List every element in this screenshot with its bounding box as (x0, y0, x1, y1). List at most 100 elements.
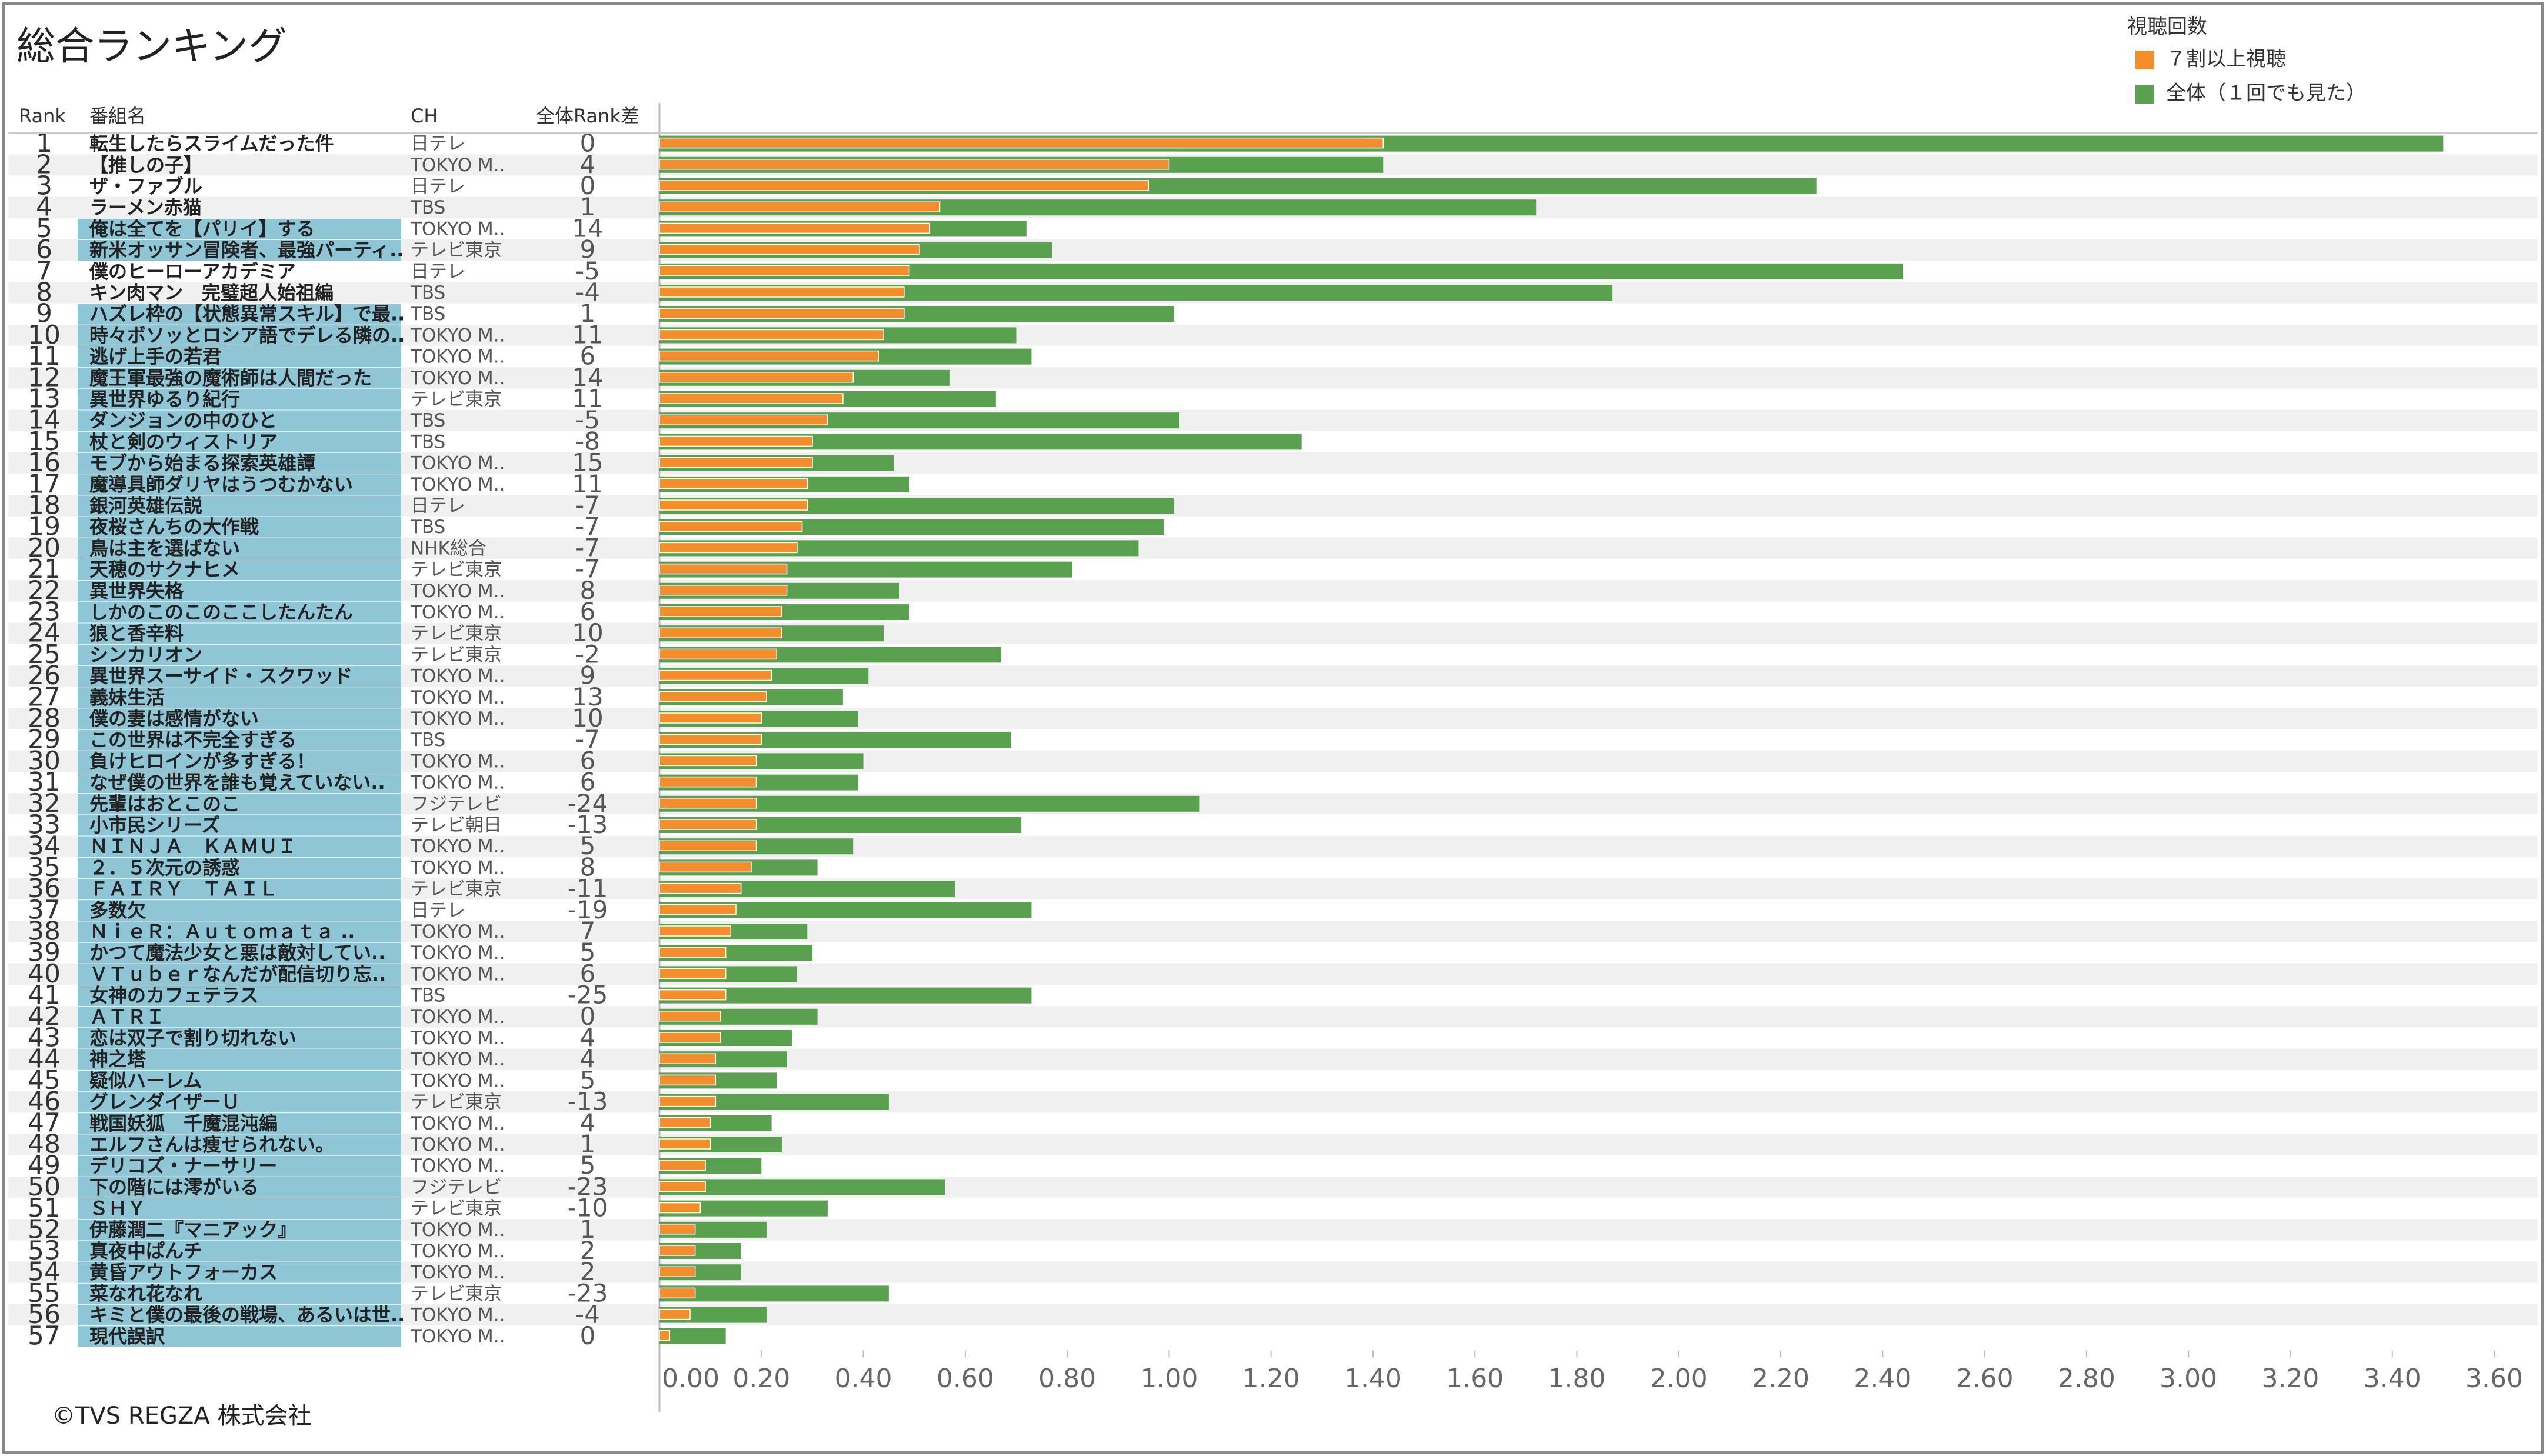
rank: 13 (28, 384, 61, 414)
bar (659, 414, 828, 425)
rank: 3 (36, 171, 52, 201)
rank-diff: -23 (568, 1172, 608, 1201)
channel: TOKYO M.. (410, 325, 505, 346)
bar (659, 1179, 945, 1195)
bar (659, 861, 752, 873)
channel: TBS (410, 985, 445, 1007)
channel: TBS (410, 729, 445, 751)
program-name: キミと僕の最後の戦場、あるいは世.. (89, 1304, 405, 1326)
channel: TOKYO M.. (410, 602, 505, 623)
channel: テレビ東京 (411, 623, 502, 644)
rank: 14 (28, 405, 61, 435)
legend-title: 視聴回数 (2127, 15, 2207, 39)
bar (659, 159, 1170, 170)
program-name: ＮＩＮＪＡ ＫＡＭＵＩ (89, 835, 296, 858)
row-band (8, 835, 2538, 857)
channel: TOKYO M.. (410, 581, 505, 602)
bar (659, 669, 772, 681)
x-tick-label: 3.60 (2465, 1364, 2523, 1394)
row-band (8, 1006, 2538, 1028)
row-highlight (78, 453, 401, 474)
rank: 51 (28, 1193, 61, 1223)
program-name: ラーメン赤猫 (89, 196, 202, 219)
program-name: 多数欠 (89, 899, 146, 921)
row-highlight (78, 581, 401, 602)
rank-diff: 1 (580, 1215, 596, 1244)
row-highlight (78, 772, 401, 794)
channel: テレビ東京 (411, 559, 502, 581)
rank: 47 (28, 1108, 61, 1138)
row-band (8, 750, 2538, 772)
program-name: 戦国妖狐 千魔混沌編 (89, 1112, 278, 1134)
rank-diff: -7 (575, 555, 600, 584)
row-highlight (78, 1283, 401, 1304)
rank: 20 (28, 533, 61, 563)
bar (659, 478, 808, 489)
x-tick-label: 1.80 (1548, 1364, 1606, 1394)
copyright: ©TVS REGZA 株式会社 (52, 1402, 311, 1430)
row-band (8, 367, 2538, 389)
row-highlight (78, 666, 401, 687)
row-highlight (78, 644, 401, 665)
rank: 18 (28, 491, 61, 521)
row-highlight (78, 1177, 401, 1198)
row-highlight (78, 559, 401, 581)
chart-title: 総合ランキング (16, 24, 287, 69)
program-name: 小市民シリーズ (89, 814, 220, 837)
rank: 46 (28, 1087, 61, 1117)
rank-diff: 11 (572, 469, 603, 498)
bar (659, 244, 920, 255)
rank: 54 (28, 1257, 61, 1287)
row-band (8, 1261, 2538, 1283)
rank-diff: 5 (580, 1151, 596, 1180)
rank-diff: 5 (580, 831, 596, 860)
row-band (8, 239, 2538, 261)
program-name: 異世界失格 (89, 579, 184, 602)
bar (659, 1181, 706, 1192)
bar (659, 1074, 717, 1086)
rank: 12 (28, 362, 61, 392)
row-band (8, 622, 2538, 644)
rank: 23 (28, 597, 61, 627)
rank: 16 (28, 448, 61, 478)
bar (659, 180, 1149, 191)
channel: TBS (410, 304, 445, 325)
channel: 日テレ (411, 900, 465, 921)
rank-diff: -4 (575, 1300, 600, 1329)
bar (659, 648, 778, 660)
rank-diff: 15 (572, 448, 603, 477)
bar (659, 137, 1384, 149)
row-highlight (78, 1134, 401, 1155)
program-name: ハズレ枠の【状態異常スキル】で最.. (89, 303, 405, 325)
channel: テレビ東京 (411, 1283, 502, 1304)
column-header: CH (411, 105, 438, 127)
program-name: この世界は不完全すぎる (89, 729, 296, 751)
rank: 22 (28, 575, 61, 605)
bar (659, 265, 910, 276)
x-tick-label: 0.60 (937, 1364, 994, 1394)
row-band (8, 495, 2538, 517)
row-highlight (78, 1155, 401, 1177)
row-highlight (78, 1028, 401, 1049)
row-band (8, 580, 2538, 602)
bar (659, 1053, 717, 1064)
rank: 48 (28, 1130, 61, 1160)
program-name: 神之塔 (89, 1048, 146, 1071)
rank: 57 (28, 1321, 61, 1351)
channel: TOKYO M.. (410, 1049, 505, 1070)
rank-diff: 6 (580, 768, 596, 797)
bar (659, 1266, 696, 1277)
channel: 日テレ (411, 176, 465, 197)
legend-swatch (2135, 85, 2154, 104)
rank: 33 (28, 810, 61, 840)
bar (659, 925, 732, 937)
program-name: 僕の妻は感情がない (89, 708, 259, 730)
rank-diff: -25 (568, 981, 608, 1009)
row-band (8, 452, 2538, 474)
channel: TOKYO M.. (410, 474, 505, 495)
row-highlight (78, 1326, 401, 1347)
program-name: 現代誤訳 (89, 1325, 165, 1347)
rank: 44 (28, 1044, 61, 1074)
bar (659, 286, 905, 298)
